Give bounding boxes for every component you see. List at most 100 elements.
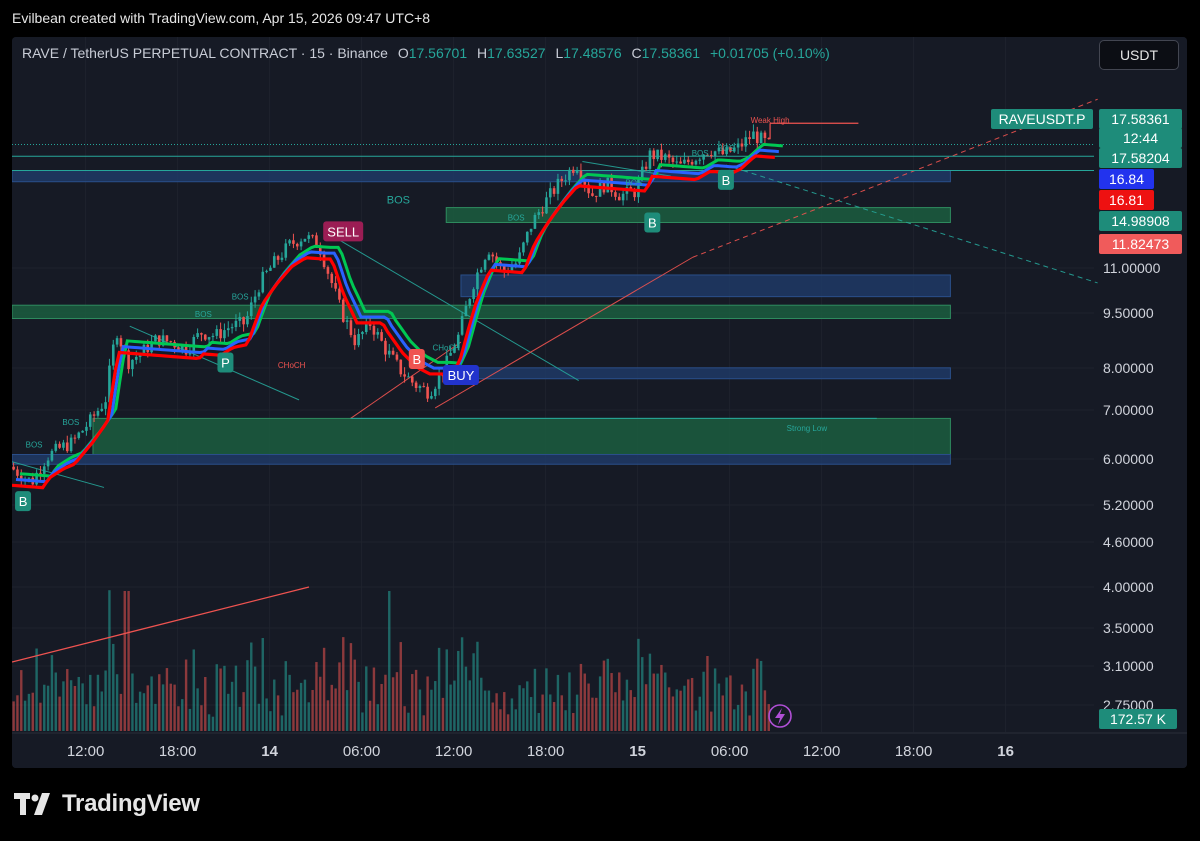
- candle-body: [150, 341, 153, 353]
- signal-label: B: [648, 215, 657, 230]
- volume-bar: [529, 697, 533, 731]
- volume-bar: [238, 706, 241, 731]
- price-tag-label: 16.84: [1109, 171, 1144, 187]
- candle-body: [725, 147, 728, 155]
- volume-bar: [606, 658, 609, 731]
- price-tag-label: RAVEUSDT.P: [999, 111, 1086, 127]
- candle-body: [663, 154, 667, 160]
- volume-bar: [541, 694, 544, 731]
- open-value: 17.56701: [408, 45, 468, 61]
- price-tag: [1099, 211, 1182, 231]
- candle-body: [269, 267, 272, 271]
- candle-body: [675, 161, 679, 163]
- volume-bar: [411, 674, 414, 731]
- volume-bar: [690, 677, 694, 731]
- supertrend-red: [12, 154, 775, 490]
- candle-body: [196, 333, 199, 337]
- candle-body: [487, 254, 491, 260]
- signal-label: B: [722, 173, 731, 188]
- volume-bar: [135, 702, 138, 731]
- volume-bar: [445, 649, 448, 731]
- y-tick-label: 9.50000: [1103, 305, 1154, 321]
- volume-bar: [503, 692, 506, 731]
- volume-bar: [250, 642, 253, 731]
- structure-label: BOS: [232, 292, 249, 301]
- volume-bar: [644, 684, 648, 731]
- x-tick-label: 16: [997, 743, 1014, 760]
- volume-bar: [92, 706, 96, 731]
- candle-body: [253, 296, 257, 303]
- candle-body: [272, 256, 276, 268]
- candle-body: [709, 155, 713, 157]
- volume-bar: [472, 653, 475, 731]
- currency-button[interactable]: USDT: [1099, 40, 1179, 70]
- candle-body: [656, 149, 659, 160]
- volume-bar: [330, 684, 333, 731]
- volume-bar: [610, 673, 613, 731]
- volume-bar: [311, 690, 314, 731]
- volume-bar: [296, 689, 299, 731]
- candle-body: [594, 195, 598, 197]
- volume-bar: [204, 677, 207, 731]
- candle-body: [27, 477, 31, 479]
- candle-body: [108, 365, 111, 403]
- candle-body: [583, 180, 587, 185]
- candle-body: [234, 320, 238, 328]
- volume-bar: [457, 650, 460, 731]
- candle-body: [334, 283, 337, 289]
- volume-bar: [710, 711, 713, 731]
- volume-bar: [748, 715, 751, 731]
- candle-body: [242, 317, 245, 325]
- candle-body: [518, 252, 521, 264]
- volume-bar: [100, 691, 103, 731]
- volume-bar: [31, 692, 34, 731]
- volume-bar: [384, 674, 387, 731]
- price-tag: [1099, 109, 1182, 129]
- volume-bar: [660, 664, 663, 731]
- volume-bar: [112, 643, 115, 731]
- candle-body: [391, 350, 395, 355]
- volume-bar: [679, 690, 682, 731]
- volume-bar: [487, 690, 491, 731]
- volume-bar: [414, 669, 418, 731]
- volume-bar: [115, 674, 119, 731]
- candle-body: [752, 131, 755, 140]
- structure-line: [328, 233, 579, 382]
- volume-bar: [299, 682, 303, 731]
- supertrend-layer: [12, 142, 783, 490]
- candle-body: [732, 147, 736, 152]
- candle-body: [525, 231, 529, 243]
- x-tick-label: 12:00: [803, 743, 841, 760]
- y-tick-label: 6.00000: [1103, 451, 1154, 467]
- candle-body: [223, 330, 226, 339]
- candle-body: [495, 256, 498, 263]
- volume-bar: [342, 637, 345, 731]
- candle-body: [134, 356, 138, 360]
- candle-body: [345, 320, 349, 322]
- volume-bar: [434, 681, 437, 731]
- volume-bar: [169, 683, 172, 731]
- price-chart[interactable]: Weak High Strong Low BOS BOS BOS BOS BOS BOS BOS…: [12, 37, 1187, 768]
- x-tick-label: 14: [261, 743, 278, 760]
- volume-bar: [288, 674, 291, 731]
- candle-body: [50, 450, 54, 461]
- volume-bar: [307, 702, 310, 731]
- candle-body: [100, 408, 104, 411]
- price-tag: [1099, 128, 1182, 148]
- volume-bar: [717, 683, 721, 731]
- volume-bar: [545, 668, 548, 731]
- volume-bar: [522, 688, 525, 731]
- chart-frame[interactable]: Weak High Strong Low BOS BOS BOS BOS BOS BOS BOS…: [12, 37, 1187, 768]
- volume-bar: [422, 715, 425, 731]
- x-tick-label: 06:00: [711, 743, 749, 760]
- volume-bar: [671, 696, 675, 731]
- volume-bar: [587, 683, 590, 731]
- volume-bar: [648, 653, 652, 731]
- candle-body: [671, 157, 675, 162]
- volume-bar: [395, 672, 399, 731]
- volume-bar: [491, 702, 494, 731]
- candle-body: [357, 334, 360, 346]
- candle-body: [288, 240, 291, 244]
- candle-body: [131, 359, 134, 370]
- volume-bar: [736, 704, 740, 731]
